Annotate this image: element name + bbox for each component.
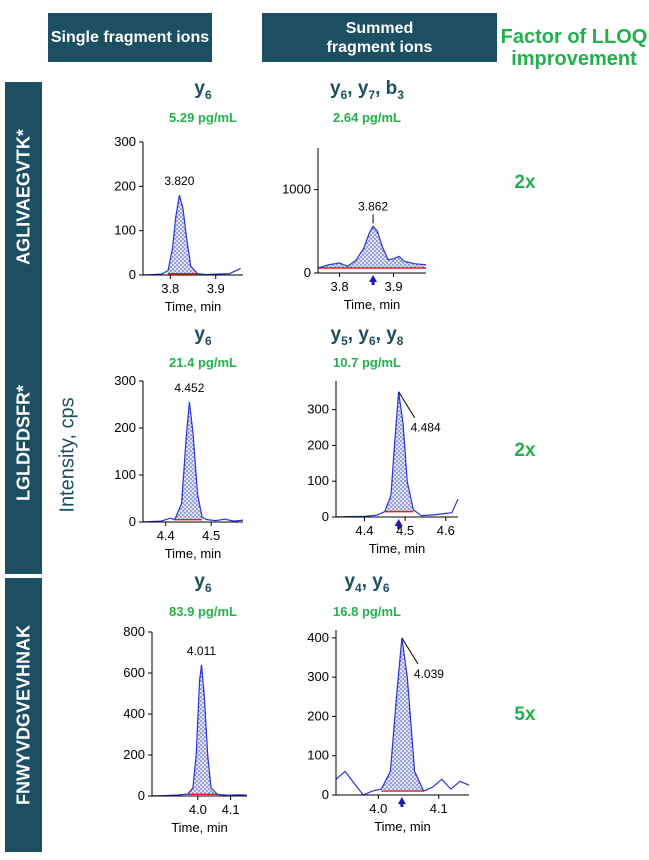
chromatogram-chart-2: 0 1000 3.8 3.9 Time, min 3.862 [282, 148, 427, 312]
x-tick-label: 3.9 [385, 279, 403, 294]
peak-area [381, 637, 424, 792]
x-tick-label: 4.0 [189, 802, 207, 817]
x-tick-label: 4.5 [202, 528, 220, 543]
peak-area [384, 391, 414, 512]
x-tick-label: 4.1 [222, 802, 240, 817]
ion-label: y6 [194, 571, 212, 595]
arrow-marker-icon [394, 519, 403, 526]
y-tick-label: 0 [138, 788, 145, 803]
factor-value: 2x [514, 440, 536, 461]
peak-leader [401, 637, 419, 665]
arrow-stem [371, 281, 375, 285]
y-tick-label: 800 [123, 624, 145, 639]
chromatogram-trace [317, 225, 427, 269]
header-summed-label: Summed fragment ions [326, 19, 433, 56]
arrow-stem [397, 525, 401, 529]
peptide-label-row2: LGLDFDSFR* [5, 312, 42, 574]
y-tick-label: 0 [129, 267, 136, 282]
y-tick-label: 400 [307, 630, 329, 645]
peak-leader [398, 391, 416, 418]
y-tick-label: 600 [123, 665, 145, 680]
x-tick-label: 4.4 [157, 528, 175, 543]
x-tick-label: 3.8 [161, 281, 179, 296]
peak-area [318, 226, 426, 268]
header-single-fragment: Single fragment ions [48, 13, 212, 62]
peak-area [174, 402, 203, 520]
y-tick-label: 100 [307, 473, 329, 488]
peak-area [188, 664, 218, 795]
ion-label: y6 [194, 78, 212, 102]
x-tick-label: 3.8 [331, 279, 349, 294]
chromatogram-chart-4: 0 100 200 300 4.4 4.5 4.6 Time, min 4.484 [307, 381, 459, 556]
peak-label: 4.011 [187, 644, 216, 658]
x-tick-label: 3.9 [207, 281, 225, 296]
chromatogram-chart-1: 0 100 200 300 3.8 3.9 Time, min 3.820 [114, 134, 243, 314]
y-tick-label: 300 [114, 373, 136, 388]
y-tick-label: 400 [123, 706, 145, 721]
y-tick-label: 200 [123, 747, 145, 762]
lloq-value: 83.9 pg/mL [169, 604, 237, 619]
x-axis-label: Time, min [165, 299, 222, 314]
peak-label: 4.039 [414, 667, 444, 681]
chromatogram-chart-3: 0 100 200 300 4.4 4.5 Time, min 4.452 [114, 373, 244, 561]
y-tick-label: 300 [307, 402, 329, 417]
factor-value: 5x [514, 704, 536, 725]
x-axis-label: Time, min [165, 546, 222, 561]
chromatogram-chart-5: 0 200 400 600 800 4.0 4.1 Time, min 4.011 [123, 624, 248, 835]
peptide-label-row3: FNWYVDGVEVHNAK [5, 578, 42, 852]
lloq-value: 10.7 pg/mL [333, 355, 401, 370]
peak-label: 4.484 [411, 421, 441, 435]
y-tick-label: 100 [114, 223, 136, 238]
chromatogram-trace [335, 391, 459, 518]
y-tick-label: 200 [307, 708, 329, 723]
x-tick-label: 4.4 [355, 523, 373, 538]
x-axis-label: Time, min [369, 541, 426, 556]
y-tick-label: 1000 [282, 182, 311, 197]
y-tick-label: 0 [322, 509, 329, 524]
peak-area [168, 195, 198, 274]
y-tick-label: 200 [307, 437, 329, 452]
x-axis-label: Time, min [344, 297, 401, 312]
lloq-value: 21.4 pg/mL [169, 355, 237, 370]
x-axis-label: Time, min [171, 820, 228, 835]
y-tick-label: 300 [307, 669, 329, 684]
arrow-marker-icon [397, 797, 406, 804]
ion-label: y4, y6 [344, 571, 390, 595]
y-tick-label: 200 [114, 178, 136, 193]
lloq-value: 16.8 pg/mL [333, 604, 401, 619]
peak-label: 3.862 [358, 199, 388, 213]
peak-label: 4.452 [174, 381, 204, 395]
x-axis-label: Time, min [374, 819, 431, 834]
x-tick-label: 4.5 [396, 523, 414, 538]
factor-value: 2x [514, 172, 536, 193]
peak-label: 3.820 [164, 174, 194, 188]
x-tick-label: 4.1 [430, 801, 448, 816]
y-tick-label: 0 [322, 787, 329, 802]
arrow-stem [400, 803, 404, 807]
x-tick-label: 4.6 [437, 523, 455, 538]
y-tick-label: 0 [129, 514, 136, 529]
ion-label: y6 [194, 324, 212, 348]
y-tick-label: 200 [114, 420, 136, 435]
header-single-label: Single fragment ions [50, 29, 210, 46]
lloq-value: 5.29 pg/mL [169, 110, 237, 125]
chromatogram-chart-6: 0 100 200 300 400 4.0 4.1 Time, min 4.039 [307, 630, 470, 834]
chromatogram-trace [142, 402, 244, 523]
ion-label: y5, y6, y8 [330, 324, 404, 348]
ion-label: y6, y7, b3 [330, 78, 404, 102]
lloq-value: 2.64 pg/mL [333, 110, 401, 125]
y-tick-label: 100 [307, 748, 329, 763]
chromatogram-trace [142, 195, 241, 276]
chromatogram-trace [151, 664, 248, 797]
y-tick-label: 300 [114, 134, 136, 149]
header-summed-fragment: Summed fragment ions [262, 13, 497, 62]
y-tick-label: 100 [114, 467, 136, 482]
y-tick-label: 0 [304, 265, 311, 280]
x-tick-label: 4.0 [369, 801, 387, 816]
factor-header: Factor of LLOQ improvement [500, 26, 648, 70]
arrow-marker-icon [369, 275, 378, 282]
peptide-label-row1: AGLIVAEGVTK* [5, 82, 42, 312]
